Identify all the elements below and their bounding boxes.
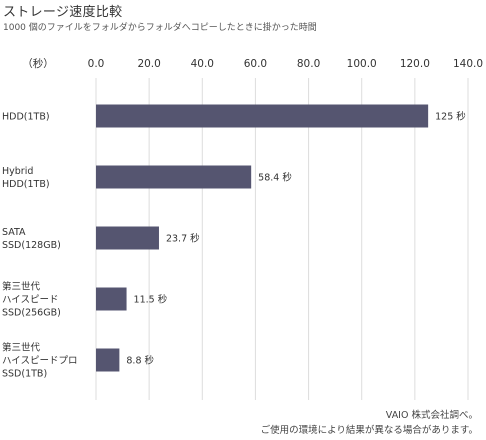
x-tick-label: 120.0 (400, 58, 430, 70)
x-tick-label: 40.0 (191, 58, 214, 70)
x-axis-unit-label: （秒） (22, 57, 54, 70)
bar (96, 165, 252, 189)
bar (96, 104, 429, 128)
data-label: 125 秒 (435, 111, 466, 123)
category-label: 第三世代 (2, 342, 41, 354)
data-label: 23.7 秒 (166, 233, 200, 245)
data-label: 11.5 秒 (134, 294, 168, 306)
x-tick-label: 140.0 (453, 58, 483, 70)
x-tick-label: 20.0 (137, 58, 160, 70)
bar (96, 287, 127, 311)
category-label: SSD(1TB) (2, 369, 47, 380)
category-label: HDD(1TB) (2, 112, 50, 123)
category-label: Hybrid (2, 166, 33, 177)
category-label: HDD(1TB) (2, 179, 50, 190)
data-label: 58.4 秒 (258, 172, 292, 184)
category-label: 第三世代 (2, 281, 41, 293)
category-label: ハイスピード (2, 295, 59, 306)
x-tick-label: 0.0 (88, 58, 105, 70)
category-label: SSD(256GB) (2, 308, 61, 319)
category-label: ハイスピードプロ (2, 356, 78, 367)
data-label: 8.8 秒 (126, 355, 154, 367)
x-tick-label: 100.0 (347, 58, 377, 70)
x-tick-label: 60.0 (244, 58, 267, 70)
category-label: SSD(128GB) (2, 240, 61, 251)
source-note: VAIO 株式会社調べ。 ご使用の環境により結果が異なる場合があります。 (261, 408, 478, 438)
chart-subtitle: 1000 個のファイルをフォルダからフォルダへコピーしたときに掛かった時間 (3, 23, 317, 33)
bar (96, 226, 159, 250)
x-tick-label: 80.0 (297, 58, 320, 70)
source-note-line-1: VAIO 株式会社調べ。 (385, 410, 478, 421)
category-label: SATA (2, 227, 26, 238)
source-note-line-2: ご使用の環境により結果が異なる場合があります。 (260, 425, 478, 436)
chart-title: ストレージ速度比較 (3, 5, 123, 20)
bar (96, 348, 120, 372)
